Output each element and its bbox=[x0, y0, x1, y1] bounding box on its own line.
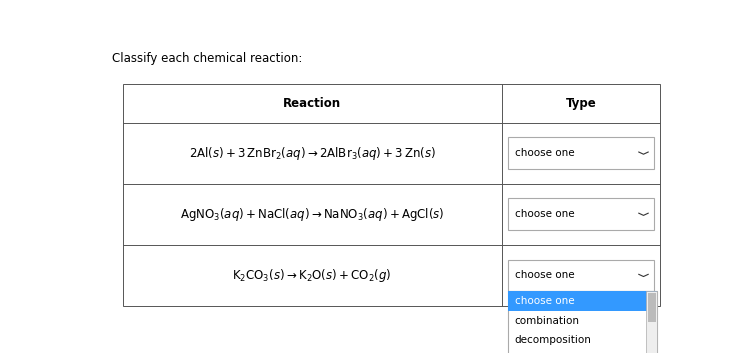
Bar bbox=[507, 137, 654, 169]
Bar bbox=[648, 293, 655, 322]
Text: Type: Type bbox=[565, 97, 596, 110]
Text: choose one: choose one bbox=[515, 296, 575, 306]
Bar bbox=[507, 291, 657, 353]
Text: combination: combination bbox=[515, 316, 580, 326]
Text: choose one: choose one bbox=[515, 270, 575, 280]
Bar bbox=[507, 198, 654, 230]
Bar bbox=[507, 259, 654, 291]
Bar bbox=[646, 291, 657, 353]
Text: $2\mathrm{Al}(s) + 3\,\mathrm{ZnBr}_2(aq) \rightarrow 2\mathrm{AlBr}_3(aq) + 3\,: $2\mathrm{Al}(s) + 3\,\mathrm{ZnBr}_2(aq… bbox=[189, 145, 435, 162]
Text: $\mathrm{AgNO}_3(aq) + \mathrm{NaCl}(aq) \rightarrow \mathrm{NaNO}_3(aq) + \math: $\mathrm{AgNO}_3(aq) + \mathrm{NaCl}(aq)… bbox=[180, 206, 445, 223]
Text: Classify each chemical reaction:: Classify each chemical reaction: bbox=[112, 52, 302, 65]
Bar bbox=[122, 84, 660, 306]
Text: choose one: choose one bbox=[515, 209, 575, 219]
Bar bbox=[507, 291, 657, 311]
Text: decomposition: decomposition bbox=[515, 335, 591, 345]
Text: choose one: choose one bbox=[515, 148, 575, 158]
Text: Reaction: Reaction bbox=[283, 97, 341, 110]
Text: $\mathrm{K}_2\mathrm{CO}_3(s) \rightarrow \mathrm{K}_2\mathrm{O}(s) + \mathrm{CO: $\mathrm{K}_2\mathrm{CO}_3(s) \rightarro… bbox=[232, 267, 392, 284]
